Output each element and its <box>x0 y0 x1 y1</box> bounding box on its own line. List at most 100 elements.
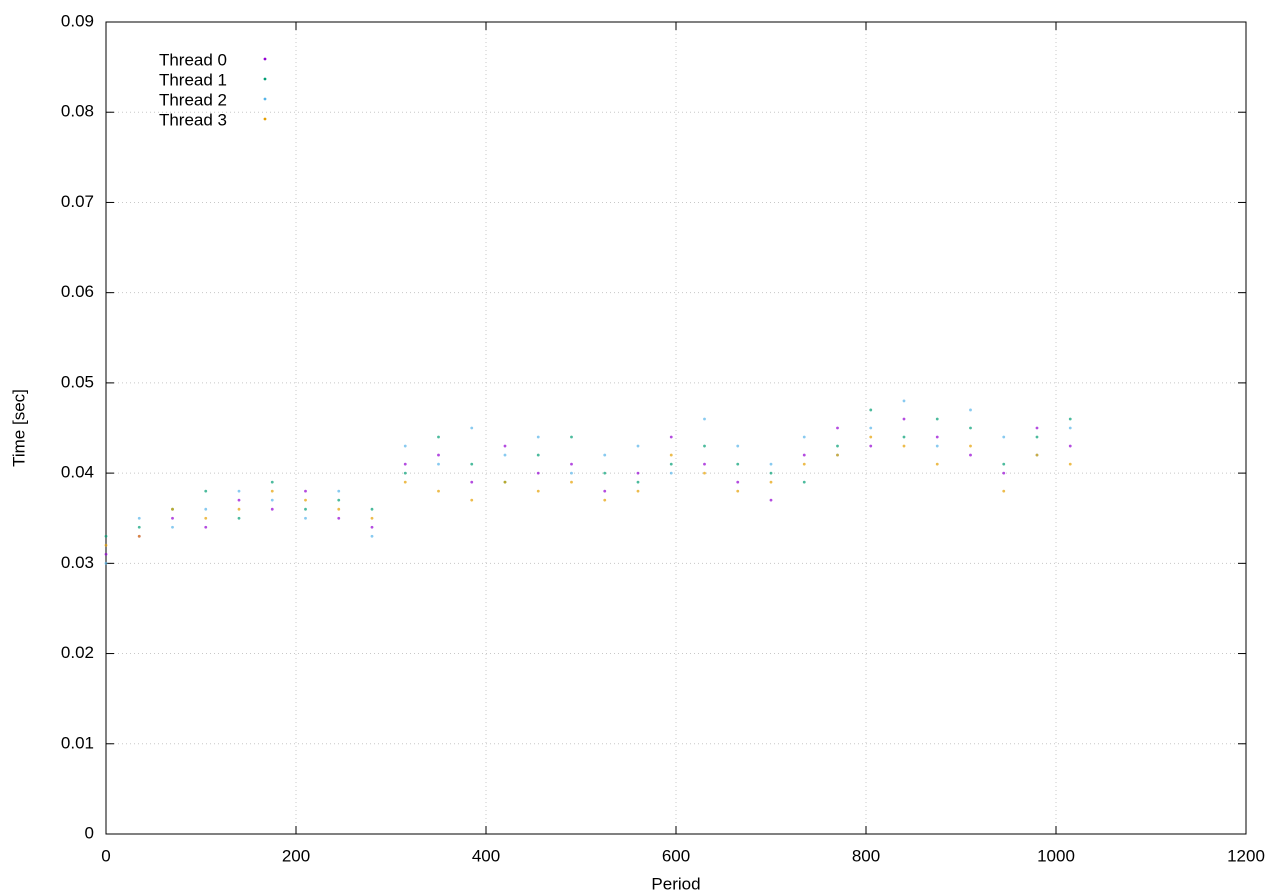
point <box>1035 426 1039 430</box>
point <box>935 435 939 439</box>
point <box>935 462 939 466</box>
y-tick-label: 0.06 <box>61 282 94 301</box>
point <box>636 471 640 475</box>
point <box>437 435 440 439</box>
point <box>437 489 440 493</box>
point <box>337 507 341 511</box>
point <box>636 444 640 448</box>
point <box>935 417 939 421</box>
point <box>171 507 174 511</box>
legend-marker <box>263 57 267 61</box>
point <box>470 426 474 430</box>
y-tick-label: 0 <box>85 823 94 842</box>
point <box>270 498 274 502</box>
point <box>104 561 108 565</box>
point <box>969 408 972 412</box>
point <box>836 426 839 430</box>
point <box>237 516 241 520</box>
point <box>935 444 939 448</box>
point <box>337 498 341 502</box>
point <box>171 525 174 529</box>
point <box>802 435 806 439</box>
point <box>802 480 806 484</box>
point <box>137 525 141 529</box>
point <box>270 480 274 484</box>
point <box>769 498 773 502</box>
point <box>403 471 407 475</box>
y-tick-label: 0.07 <box>61 192 94 211</box>
point <box>204 489 208 493</box>
legend-label: Thread 1 <box>159 70 227 89</box>
point <box>969 426 972 430</box>
point <box>237 498 241 502</box>
point <box>104 552 108 556</box>
point <box>736 462 740 466</box>
point <box>1035 453 1039 457</box>
point <box>204 525 208 529</box>
point <box>503 453 507 457</box>
y-tick-label: 0.03 <box>61 553 94 572</box>
point <box>969 444 972 448</box>
point <box>669 435 673 439</box>
plot-frame <box>105 21 1247 835</box>
point <box>603 453 607 457</box>
point <box>1068 444 1072 448</box>
point <box>304 516 307 520</box>
y-tick-label: 0.08 <box>61 102 94 121</box>
point <box>536 435 540 439</box>
point <box>570 462 573 466</box>
point <box>1068 426 1072 430</box>
x-tick-label: 1200 <box>1227 846 1265 865</box>
point <box>802 453 806 457</box>
point <box>902 417 906 421</box>
point <box>669 462 673 466</box>
point <box>1002 435 1006 439</box>
point <box>902 435 906 439</box>
point <box>1068 417 1072 421</box>
point <box>171 516 174 520</box>
point <box>204 516 208 520</box>
point <box>836 444 839 448</box>
y-tick-label: 0.02 <box>61 643 94 662</box>
point <box>769 462 773 466</box>
point <box>636 480 640 484</box>
point <box>470 498 474 502</box>
point <box>902 444 906 448</box>
x-tick-label: 200 <box>282 846 310 865</box>
point <box>503 480 507 484</box>
legend-marker <box>263 77 267 81</box>
point <box>1002 489 1006 493</box>
point <box>437 453 440 457</box>
legend-label: Thread 2 <box>159 90 227 109</box>
point <box>703 471 706 475</box>
legend-label: Thread 3 <box>159 110 227 129</box>
point <box>536 453 540 457</box>
point <box>570 480 573 484</box>
point <box>536 489 540 493</box>
legend-marker <box>263 97 267 101</box>
point <box>570 435 573 439</box>
point <box>869 408 873 412</box>
point <box>769 480 773 484</box>
x-tick-label: 400 <box>472 846 500 865</box>
point <box>669 471 673 475</box>
point <box>1035 435 1039 439</box>
point <box>470 462 474 466</box>
point <box>403 462 407 466</box>
point <box>1002 471 1006 475</box>
point <box>337 489 341 493</box>
point <box>503 444 507 448</box>
point <box>703 462 706 466</box>
point <box>669 453 673 457</box>
point <box>137 534 141 538</box>
point <box>703 417 706 421</box>
point <box>1068 462 1072 466</box>
point <box>736 489 740 493</box>
point <box>104 534 108 538</box>
point <box>304 498 307 502</box>
x-tick-label: 1000 <box>1037 846 1075 865</box>
point <box>403 444 407 448</box>
x-axis-label: Period <box>651 874 700 893</box>
point <box>1002 462 1006 466</box>
